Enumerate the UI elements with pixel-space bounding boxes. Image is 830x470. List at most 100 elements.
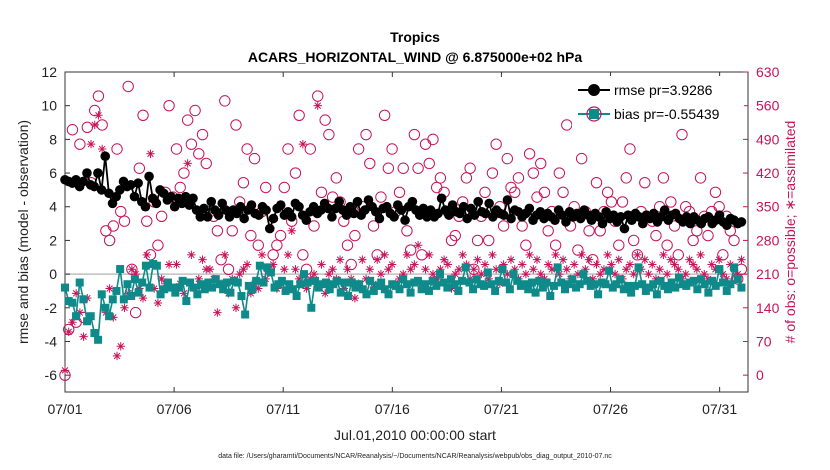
bias-point (726, 280, 735, 289)
obs-possible-point (185, 138, 198, 150)
obs-possible-point (520, 239, 532, 251)
obs-assimilated-point (220, 250, 230, 260)
right-y-tick-label: 560 (756, 98, 780, 114)
obs-possible-point (92, 90, 105, 102)
left-y-tick-label: 10 (41, 98, 57, 114)
obs-possible-point (627, 234, 640, 247)
x-tick-label: 07/11 (266, 401, 300, 417)
obs-assimilated-point (64, 327, 73, 337)
obs-assimilated-point (86, 139, 96, 149)
obs-assimilated-point (451, 269, 460, 279)
obs-assimilated-point (625, 260, 635, 269)
bias-point (61, 283, 69, 292)
obs-assimilated-point (153, 298, 163, 308)
obs-assimilated-point (413, 241, 423, 250)
bias-point (130, 275, 139, 284)
bias-point (480, 281, 489, 290)
obs-possible-point (549, 239, 562, 251)
rmse-point (506, 213, 516, 224)
obs-assimilated-point (187, 250, 196, 260)
bias-point (116, 265, 125, 274)
bias-point (652, 290, 661, 299)
bias-point (248, 285, 257, 294)
bias-point (105, 312, 114, 321)
obs-assimilated-point (94, 111, 103, 120)
rmse-point (264, 223, 275, 234)
legend-rmse-label: rmse pr=3.9286 (614, 82, 713, 98)
obs-assimilated-point (681, 269, 690, 279)
obs-assimilated-point (577, 250, 586, 260)
bias-point (461, 263, 470, 272)
obs-possible-point (412, 162, 424, 174)
rmse-point (188, 193, 198, 204)
obs-possible-point (245, 229, 257, 242)
bias-point (233, 278, 242, 287)
rmse-point (524, 203, 535, 214)
bias-point (322, 278, 331, 287)
bias-point (281, 286, 290, 295)
rmse-point (89, 181, 100, 192)
obs-possible-point (174, 181, 186, 194)
obs-assimilated-point (469, 265, 479, 274)
bias-series (61, 260, 746, 344)
obs-assimilated-point (703, 274, 713, 284)
obs-assimilated-point (235, 269, 244, 279)
obs-possible-point (575, 152, 588, 165)
rmse-point (323, 203, 334, 214)
obs-assimilated-point (432, 274, 441, 284)
bias-point (160, 285, 169, 294)
obs-assimilated-point (510, 265, 519, 274)
bias-point (697, 275, 706, 284)
rmse-point (462, 213, 473, 224)
bias-point (649, 280, 658, 289)
bias-point (465, 278, 474, 287)
obs-assimilated-point (607, 260, 616, 269)
rmse-point (433, 208, 443, 219)
rmse-point (202, 212, 213, 222)
obs-assimilated-point (737, 255, 746, 264)
obs-assimilated-point (79, 332, 88, 341)
obs-possible-point (308, 220, 320, 232)
bias-point (266, 268, 275, 277)
bias-point (145, 283, 154, 292)
bias-point (402, 280, 411, 289)
obs-assimilated-point (268, 260, 278, 269)
rmse-point (133, 178, 143, 188)
bias-point (152, 261, 161, 270)
bias-point (263, 263, 272, 272)
bias-point (421, 280, 430, 289)
rmse-point (374, 213, 385, 224)
obs-possible-point (133, 162, 146, 174)
rmse-point (140, 201, 151, 212)
bias-point (527, 278, 536, 287)
bias-point (127, 292, 136, 300)
obs-assimilated-point (480, 260, 490, 269)
obs-assimilated-point (629, 269, 638, 279)
obs-possible-point (661, 239, 673, 251)
obs-assimilated-point (543, 260, 553, 269)
rmse-point (195, 212, 206, 222)
obs-assimilated-point (529, 265, 538, 274)
obs-possible-point (260, 181, 272, 194)
obs-assimilated-point (402, 250, 412, 260)
obs-possible-point (523, 148, 536, 160)
obs-possible-point (226, 225, 238, 237)
data-file-footnote: data file: /Users/gharamti/Documents/NCA… (218, 453, 612, 460)
obs-possible-point (423, 157, 435, 170)
bias-point (83, 317, 92, 326)
rmse-point (473, 196, 483, 207)
right-y-tick-label: 210 (756, 266, 780, 282)
left-y-tick-label: 6 (49, 165, 57, 181)
bias-point (200, 285, 209, 294)
obs-assimilated-point (376, 269, 386, 279)
obs-assimilated-point (298, 139, 308, 149)
x-tick-label: 07/31 (702, 401, 737, 417)
obs-assimilated-point (573, 269, 583, 279)
obs-assimilated-point (257, 250, 267, 260)
obs-possible-point (728, 234, 740, 247)
bias-point (594, 290, 603, 299)
bias-point (583, 276, 592, 285)
bias-point (568, 275, 577, 284)
rmse-point (286, 212, 297, 222)
